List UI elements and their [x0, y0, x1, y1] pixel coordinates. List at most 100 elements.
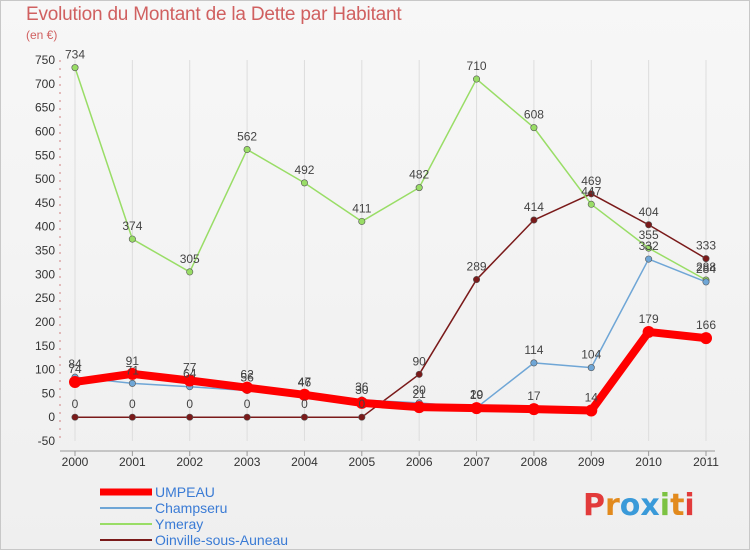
- y-tick-label: 300: [35, 267, 55, 281]
- legend-label: Champseru: [155, 500, 227, 516]
- logo-letter: i: [684, 488, 695, 523]
- data-point: [642, 325, 655, 338]
- data-label: 21: [413, 387, 427, 401]
- y-tick-label: 750: [35, 53, 55, 67]
- legend: UMPEAUChampseruYmerayOinville-sous-Aunea…: [100, 484, 288, 548]
- x-axis-ticks: 2000 2001 2002 2003 2004 2005 2006 2007 2008 2009…: [62, 451, 719, 469]
- data-point: [587, 364, 595, 372]
- data-point: [645, 244, 653, 252]
- x-tick-label: 2001: [119, 455, 146, 469]
- logo-letter: i: [659, 488, 671, 523]
- data-point: [530, 124, 538, 132]
- data-label: 0: [129, 397, 136, 411]
- data-point: [69, 375, 81, 388]
- y-tick-label: 0: [48, 410, 55, 424]
- data-label: 469: [581, 174, 601, 188]
- logo-letter: o: [619, 488, 641, 523]
- legend-label: UMPEAU: [155, 484, 215, 500]
- y-tick-label: 50: [42, 386, 56, 400]
- data-label: 74: [68, 362, 82, 376]
- data-label: 374: [122, 219, 142, 233]
- data-label: 114: [524, 343, 543, 357]
- data-label: 30: [413, 383, 427, 397]
- data-label: 179: [639, 312, 659, 326]
- data-point: [645, 255, 653, 263]
- data-label: 492: [294, 163, 314, 177]
- x-tick-label: 2000: [62, 455, 89, 469]
- data-label: 36: [355, 380, 369, 394]
- chart-subtitle: (en €): [26, 28, 58, 42]
- data-label: 19: [470, 388, 484, 402]
- data-point: [645, 221, 653, 229]
- data-point: [473, 75, 481, 83]
- data-label: 56: [240, 371, 254, 385]
- data-point: [241, 381, 254, 394]
- data-label: 91: [126, 354, 140, 368]
- chart-title: Evolution du Montant de la Dette par Hab…: [26, 4, 402, 25]
- data-point: [243, 413, 251, 421]
- proxiti-logo: Proxiti: [583, 488, 695, 523]
- data-point: [126, 367, 139, 380]
- data-point: [700, 332, 712, 345]
- data-point: [702, 255, 710, 263]
- data-point: [71, 413, 79, 421]
- data-label: 447: [581, 184, 601, 198]
- data-point: [587, 190, 595, 198]
- x-tick-label: 2004: [291, 455, 318, 469]
- x-tick-label: 2010: [635, 455, 662, 469]
- data-label: 482: [409, 168, 429, 182]
- logo-letter: x: [640, 488, 660, 523]
- logo-letter: r: [605, 488, 620, 523]
- data-point: [587, 200, 595, 208]
- data-label: 284: [696, 262, 716, 276]
- y-axis-ticks: -50 0 50 100 150 200 250 300 350 400 450 500 550 600 6…: [35, 53, 55, 448]
- data-label: 404: [639, 205, 659, 219]
- data-label: 62: [240, 368, 254, 382]
- data-point: [298, 388, 311, 401]
- y-tick-label: -50: [38, 434, 56, 448]
- data-label: 288: [696, 260, 716, 274]
- data-point: [183, 374, 196, 387]
- logo-letter: t: [670, 488, 685, 523]
- data-label: 84: [68, 357, 82, 371]
- data-label: 332: [639, 239, 659, 253]
- y-tick-label: 700: [35, 77, 55, 91]
- y-tick-label: 150: [35, 339, 55, 353]
- data-label: 734: [65, 48, 85, 62]
- series-line: [74, 193, 707, 418]
- data-label: 562: [237, 130, 257, 144]
- data-label: 333: [696, 239, 716, 253]
- logo-letter: P: [583, 488, 605, 523]
- data-label: 710: [467, 59, 487, 73]
- data-point: [186, 413, 194, 421]
- series-line: [74, 66, 707, 281]
- data-label: 0: [72, 397, 79, 411]
- series-line: [71, 327, 710, 415]
- x-tick-label: 2002: [176, 455, 203, 469]
- legend-label: Oinville-sous-Auneau: [155, 532, 288, 548]
- data-label: 77: [183, 361, 197, 375]
- data-point: [530, 216, 538, 224]
- data-label: 0: [186, 397, 193, 411]
- data-point: [358, 413, 366, 421]
- data-label: 411: [352, 201, 371, 215]
- y-tick-label: 250: [35, 291, 55, 305]
- data-labels: 0 0 0 0 0 0 90 289 414 469 404 333 734 374 305 562 492 41…: [65, 48, 716, 412]
- data-point: [527, 403, 540, 416]
- x-tick-label: 2008: [521, 455, 548, 469]
- y-tick-label: 450: [35, 196, 55, 210]
- x-tick-label: 2011: [693, 455, 719, 469]
- y-tick-label: 650: [35, 101, 55, 115]
- data-point: [128, 379, 136, 387]
- data-label: 17: [527, 389, 541, 403]
- data-point: [415, 184, 423, 192]
- data-point: [355, 396, 368, 409]
- data-point: [71, 64, 79, 72]
- axes: [59, 60, 715, 452]
- data-label: 166: [696, 318, 716, 332]
- data-label: 104: [581, 348, 601, 362]
- data-label: 20: [470, 388, 484, 402]
- data-label: 608: [524, 108, 544, 122]
